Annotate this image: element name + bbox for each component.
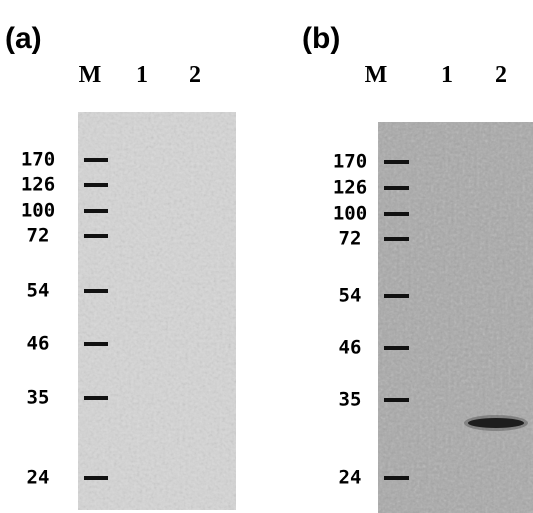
lane-label: 1 bbox=[441, 62, 453, 88]
marker-label: 126 bbox=[21, 174, 55, 196]
protein-band-halo bbox=[464, 415, 528, 431]
marker-label: 72 bbox=[339, 228, 362, 250]
marker-label: 72 bbox=[27, 225, 50, 247]
panel-label: (a) bbox=[5, 22, 42, 55]
marker-label: 170 bbox=[21, 149, 55, 171]
marker-label: 54 bbox=[27, 280, 50, 302]
lane-label: M bbox=[79, 62, 102, 88]
marker-label: 24 bbox=[339, 467, 362, 489]
marker-label: 46 bbox=[27, 333, 50, 355]
marker-label: 35 bbox=[27, 387, 50, 409]
marker-label: 35 bbox=[339, 389, 362, 411]
marker-label: 170 bbox=[333, 151, 367, 173]
marker-label: 24 bbox=[27, 467, 50, 489]
gel-a bbox=[78, 112, 236, 510]
gel-b bbox=[378, 122, 533, 513]
lane-label: 2 bbox=[495, 62, 507, 88]
marker-label: 100 bbox=[333, 203, 367, 225]
panel-label: (b) bbox=[302, 22, 340, 55]
marker-label: 126 bbox=[333, 177, 367, 199]
page: {"panels": [ {"label": "(a)", "lanes": [… bbox=[0, 0, 533, 513]
marker-label: 100 bbox=[21, 200, 55, 222]
lane-label: 1 bbox=[136, 62, 148, 88]
lane-label: 2 bbox=[189, 62, 201, 88]
marker-label: 46 bbox=[339, 337, 362, 359]
figure: (a) M 1 2 170 126 100 72 54 46 35 24 (b) M 1 2 170 126 100… bbox=[0, 0, 533, 513]
lane-label: M bbox=[365, 62, 388, 88]
marker-label: 54 bbox=[339, 285, 362, 307]
